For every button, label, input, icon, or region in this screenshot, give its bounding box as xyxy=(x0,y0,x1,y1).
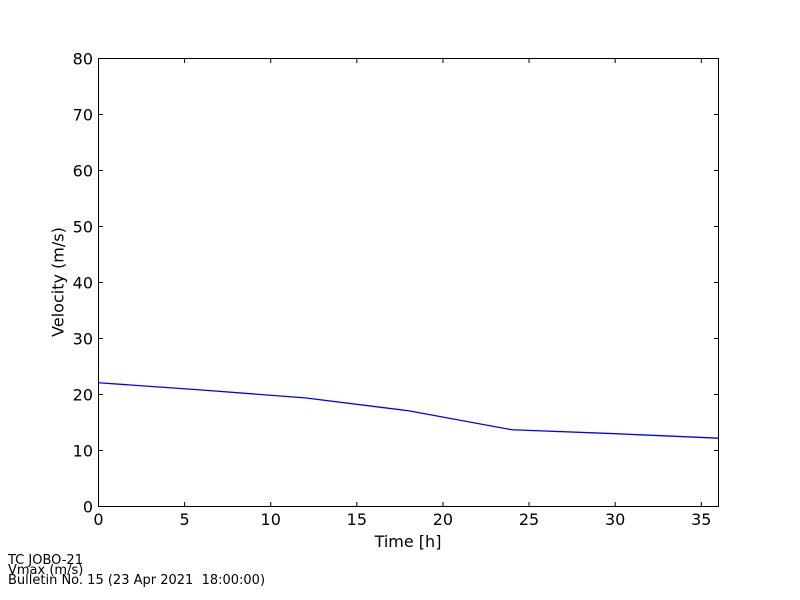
bulletin-info: Bulletin No. 15 (23 Apr 2021 18:00:00) xyxy=(8,573,266,588)
variable-name: Vmax (m/s) xyxy=(8,563,84,578)
x-tick-label: 0 xyxy=(93,510,103,529)
plot-frame xyxy=(98,58,719,507)
x-tick-label: 25 xyxy=(519,510,539,529)
x-tick-label: 35 xyxy=(691,510,711,529)
x-tick-label: 20 xyxy=(433,510,453,529)
x-axis-label: Time [h] xyxy=(374,532,442,551)
chart-footer: TC JOBO-21 Vmax (m/s) Bulletin No. 15 (2… xyxy=(8,553,266,588)
y-tick-label: 10 xyxy=(73,442,93,461)
y-tick-label: 0 xyxy=(83,498,93,517)
x-tick-label: 10 xyxy=(261,510,281,529)
y-axis-label: Velocity (m/s) xyxy=(48,227,68,337)
y-tick-label: 70 xyxy=(73,106,93,125)
y-tick-label: 80 xyxy=(73,50,93,69)
y-tick-label: 40 xyxy=(73,274,93,293)
storm-name: TC JOBO-21 xyxy=(8,553,83,568)
vmax-line xyxy=(98,382,719,439)
y-tick-label: 60 xyxy=(73,162,93,181)
y-tick-label: 50 xyxy=(73,218,93,237)
x-tick-label: 15 xyxy=(347,510,367,529)
x-tick-label: 5 xyxy=(180,510,190,529)
x-tick-label: 30 xyxy=(605,510,625,529)
y-tick-label: 30 xyxy=(73,330,93,349)
y-tick-label: 20 xyxy=(73,386,93,405)
